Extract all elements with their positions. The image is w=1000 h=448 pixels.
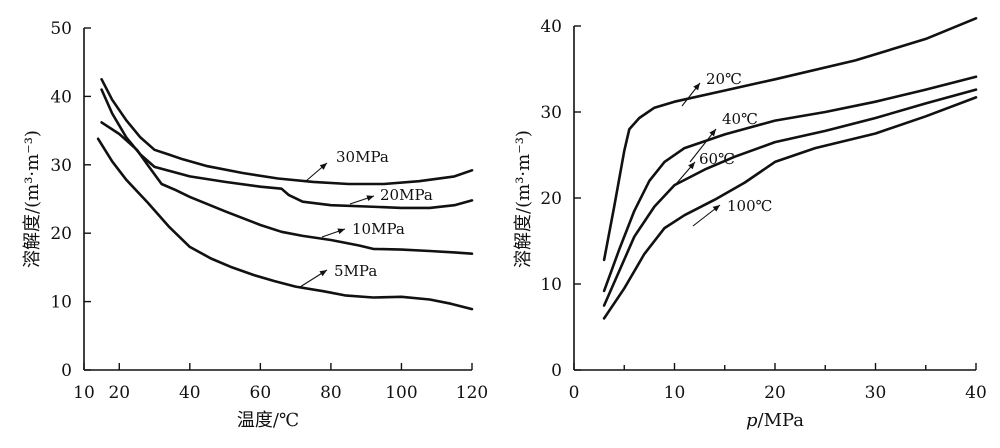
series-line-1 [602, 75, 978, 293]
annotation-arrow-head [712, 205, 720, 212]
x-axis-title: 温度/℃ [237, 410, 299, 431]
y-tick-label: 50 [50, 19, 72, 39]
series-line-3 [96, 137, 474, 311]
x-tick-label: 20 [764, 383, 786, 403]
x-tick-label: 100 [385, 383, 417, 403]
x-tick-label: 40 [965, 383, 987, 403]
x-tick-label: 60 [250, 383, 272, 403]
y-axis-title: 溶解度/(m³·m⁻³) [22, 130, 43, 268]
annotation-leader [689, 128, 717, 163]
pressure-solubility-chart: 0 10 20 30 40 0 10 20 30 40 p/MPa 溶解度/(m³·m⁻³) 20℃ 40… [513, 17, 987, 431]
annotation-arrow-head [688, 162, 695, 170]
y-tick-label: 0 [551, 361, 562, 381]
y-tick-label: 10 [50, 293, 72, 313]
annotation-arrow-head [366, 195, 374, 202]
series-line-2 [602, 88, 978, 307]
y-tick-label: 0 [61, 361, 72, 381]
x-tick-label: 40 [179, 383, 201, 403]
annotation-arrow-head [693, 83, 700, 91]
y-tick-label: 20 [50, 224, 72, 244]
series-label: 60℃ [699, 150, 735, 168]
series-line-0 [602, 17, 978, 262]
y-tick-label: 20 [540, 189, 562, 209]
series-label: 40℃ [722, 110, 758, 128]
x-tick-label: 10 [73, 383, 95, 403]
annotation-arrow-head [319, 270, 327, 277]
y-tick-label: 10 [540, 275, 562, 295]
series-label: 20℃ [706, 70, 742, 88]
annotation-arrow-head [709, 129, 716, 137]
annotation-arrow-head [337, 228, 345, 235]
y-tick-label: 30 [50, 156, 72, 176]
x-tick-label: 30 [865, 383, 887, 403]
x-tick-label: 0 [569, 383, 580, 403]
series-label: 5MPa [334, 262, 377, 280]
x-axis-title: p/MPa [746, 410, 804, 431]
x-tick-label: 10 [664, 383, 686, 403]
y-tick-label: 40 [540, 17, 562, 37]
series-line-3 [602, 96, 978, 320]
y-tick-label: 40 [50, 87, 72, 107]
x-tick-label: 20 [108, 383, 130, 403]
series-line-0 [100, 78, 474, 186]
x-tick-label: 120 [456, 383, 488, 403]
series-label: 10MPa [352, 220, 405, 238]
x-tick-label: 80 [320, 383, 342, 403]
series-label: 20MPa [380, 186, 433, 204]
annotation-arrow-head [319, 163, 327, 170]
y-axis-title: 溶解度/(m³·m⁻³) [513, 130, 534, 268]
series-label: 100℃ [727, 197, 772, 215]
y-tick-label: 30 [540, 103, 562, 123]
series-label: 30MPa [336, 148, 389, 166]
series-line-2 [100, 121, 474, 255]
